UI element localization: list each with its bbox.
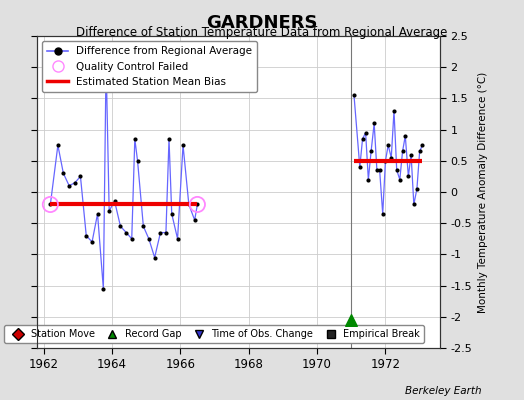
Point [93,211,102,217]
Point [179,142,187,148]
Point [390,108,398,114]
Point [133,158,141,164]
Point [364,176,373,183]
Point [145,236,153,242]
Point [350,92,358,98]
Point [358,136,367,142]
Point [165,136,173,142]
Point [347,317,355,323]
Point [367,148,375,155]
Point [46,201,54,208]
Point [99,286,107,292]
Point [373,167,381,173]
Point [111,198,119,204]
Point [398,148,407,155]
Y-axis label: Monthly Temperature Anomaly Difference (°C): Monthly Temperature Anomaly Difference (… [478,71,488,313]
Point [122,229,130,236]
Point [418,142,427,148]
Point [65,182,73,189]
Legend: Station Move, Record Gap, Time of Obs. Change, Empirical Break: Station Move, Record Gap, Time of Obs. C… [4,325,424,343]
Point [127,236,136,242]
Point [381,158,390,164]
Point [150,254,159,261]
Point [370,120,378,126]
Point [193,201,202,208]
Point [156,229,165,236]
Point [410,201,418,208]
Text: GARDNERS: GARDNERS [206,14,318,32]
Point [378,211,387,217]
Point [356,164,364,170]
Point [184,201,193,208]
Point [162,229,170,236]
Point [404,173,412,180]
Point [387,154,396,161]
Point [190,217,199,223]
Text: Berkeley Earth: Berkeley Earth [406,386,482,396]
Point [77,173,85,180]
Point [46,201,54,208]
Point [105,208,113,214]
Point [401,133,409,139]
Point [130,136,139,142]
Point [59,170,68,176]
Point [362,130,370,136]
Point [71,180,79,186]
Point [407,151,416,158]
Point [193,201,202,208]
Point [102,58,110,64]
Point [413,186,421,192]
Point [82,232,91,239]
Point [139,223,148,230]
Point [396,176,404,183]
Point [416,148,424,155]
Point [88,239,96,245]
Point [116,223,125,230]
Point [392,167,401,173]
Point [384,142,392,148]
Point [173,236,182,242]
Point [168,211,176,217]
Point [53,142,62,148]
Point [375,167,384,173]
Text: Difference of Station Temperature Data from Regional Average: Difference of Station Temperature Data f… [77,26,447,39]
